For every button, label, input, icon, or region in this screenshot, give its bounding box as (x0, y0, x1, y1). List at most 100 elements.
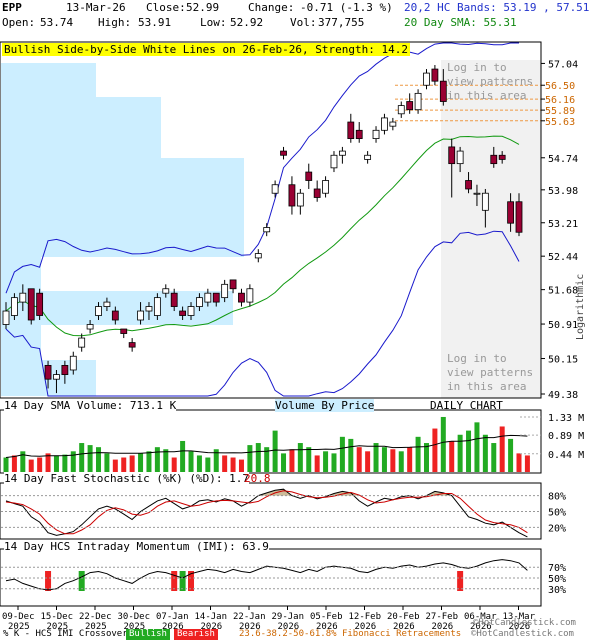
x-tick-year: 2026 (355, 622, 377, 632)
candle-body (137, 310, 144, 321)
candle-body (86, 324, 94, 330)
volume-panel-border (0, 409, 542, 474)
price-tick-label: 53.21 (548, 219, 578, 230)
upper-band-line (5, 42, 519, 294)
volume-bar (398, 451, 404, 472)
candle-body (153, 297, 161, 316)
candle-body (271, 184, 279, 194)
imi-tick-label: 70% (548, 563, 566, 574)
imi-panel-border (0, 548, 542, 607)
x-tick-year: 2026 (239, 622, 261, 632)
candle-body (364, 154, 372, 160)
candle-body (162, 288, 170, 294)
volume-bar (255, 443, 261, 472)
header-date: 13-Mar-26 (66, 1, 126, 14)
imi-crossover-mark (188, 571, 195, 591)
candle-body (196, 297, 203, 307)
volume-bar (474, 422, 480, 472)
volume-bars (3, 416, 530, 472)
vbp-bar (1, 97, 161, 125)
candle-body (372, 129, 380, 139)
volume-bar (339, 436, 345, 472)
x-tick-label: 22-Dec (79, 612, 112, 622)
volume-bar (247, 445, 253, 472)
candles (2, 65, 523, 394)
vbp-bar (1, 63, 96, 97)
login-note-line: Log in to (447, 61, 507, 74)
candle-body (381, 117, 388, 131)
login-shade-area (441, 60, 541, 398)
legend-bearish: Bearish (174, 629, 218, 640)
high-value: 53.91 (138, 16, 172, 29)
candle-body (212, 292, 220, 303)
stoch-panel-title-d: 20.8 (244, 472, 271, 485)
log-scale-label: Logarithmic (575, 273, 586, 340)
volume-bar (499, 426, 505, 472)
candle-body (490, 154, 498, 165)
price-panel-border (0, 41, 542, 399)
x-tick-label: 15-Dec (41, 612, 74, 622)
login-note-top[interactable]: Log in to view patterns in this area (447, 61, 539, 103)
low-label: Low: (200, 16, 227, 29)
vbp-bar (1, 190, 244, 222)
candle-body (170, 292, 178, 307)
volume-tick-label: 0.44 M (548, 450, 584, 461)
volume-bar (491, 443, 497, 472)
candle-body (11, 297, 18, 316)
login-note-bottom[interactable]: Log in to view patterns in this area (447, 352, 539, 394)
volume-bar (440, 416, 446, 472)
candle-body (322, 180, 329, 194)
volume-bar (146, 451, 152, 472)
stoch-tick-label: 20% (548, 523, 566, 534)
volume-bar (45, 453, 51, 472)
candle-body (431, 68, 439, 82)
candle-body (61, 364, 69, 375)
volume-bar (20, 451, 26, 472)
volume-bar (482, 434, 488, 472)
candle-body (456, 150, 464, 165)
price-tick-label: 52.44 (548, 252, 578, 263)
candle-body (473, 192, 481, 195)
price-tick-label: 53.98 (548, 186, 578, 197)
volume-bar (180, 440, 186, 472)
volume-bar (213, 449, 219, 472)
volume-bar (423, 443, 429, 472)
imi-line (5, 559, 528, 591)
imi-crossover-mark (457, 571, 464, 591)
price-tick-label: 56.16 (545, 95, 575, 106)
volume-tick-label: 0.89 M (548, 431, 584, 442)
volume-bar (222, 455, 228, 472)
x-tick-year: 2026 (316, 622, 338, 632)
vbp-bar (1, 158, 244, 190)
pattern-banner[interactable]: Bullish Side-by-Side White Lines on 26-F… (2, 43, 410, 56)
volume-bar (96, 447, 102, 472)
volume-bar (171, 457, 177, 472)
imi-axis-ticks: 70%50%30% (1, 563, 566, 596)
login-note-line: Log in to (447, 352, 507, 365)
high-label: High: (98, 16, 132, 29)
x-tick-label: 12-Feb (349, 612, 382, 622)
sma-value: 20 Day SMA: 55.31 (404, 16, 517, 29)
ticker-symbol: EPP (2, 1, 22, 14)
price-tick-label: 55.63 (545, 117, 575, 128)
candle-body (338, 150, 346, 156)
lower-band-line (5, 230, 520, 397)
vol-value: 377,755 (318, 16, 365, 29)
fibonacci-lines (395, 84, 541, 122)
volume-bar (348, 438, 354, 472)
volume-bar (381, 447, 387, 472)
volume-bar (37, 457, 43, 472)
volume-bar (449, 440, 455, 472)
price-tick-label: 49.38 (548, 390, 578, 401)
daily-chart-title: DAILY CHART (430, 399, 503, 412)
candle-body (27, 288, 35, 321)
volume-bar (331, 453, 337, 472)
x-tick-label: 09-Dec (2, 612, 35, 622)
volume-bar (87, 445, 93, 472)
volume-bar (466, 430, 472, 472)
volume-bar (28, 459, 34, 472)
stoch-tick-label: 50% (548, 508, 566, 519)
x-tick-year: 2025 (124, 622, 146, 632)
candle-body (187, 306, 195, 316)
